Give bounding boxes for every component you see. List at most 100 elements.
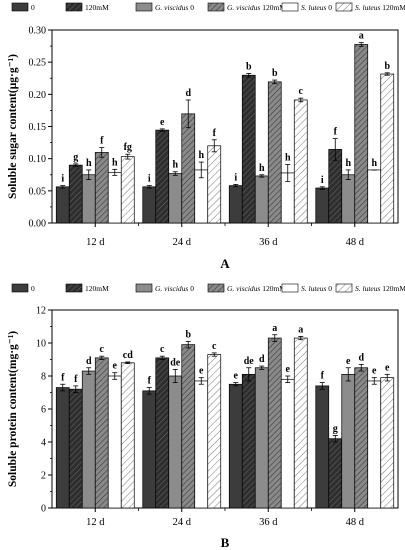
- legend-label-treatment: 120mM: [85, 284, 109, 293]
- significance-letter: c: [299, 86, 304, 97]
- significance-letter: c: [160, 344, 165, 355]
- legend-swatch-control: [11, 283, 29, 293]
- y-tick-label: 0.05: [29, 186, 47, 197]
- legend-label-treatment: 0: [326, 3, 332, 12]
- significance-letter: f: [321, 371, 325, 382]
- error-bar: [371, 377, 377, 385]
- x-tick-label: 48 d: [346, 237, 365, 248]
- legend-label-species: G. viscidus: [155, 3, 188, 12]
- bar-gv: [254, 175, 269, 224]
- significance-letter: i: [234, 172, 237, 183]
- panel-label: B: [221, 535, 230, 550]
- legend-label-control: 0: [31, 284, 35, 293]
- legend-label-species: S. luteus: [355, 284, 380, 293]
- error-bar: [332, 138, 338, 161]
- significance-letter: i: [148, 174, 151, 185]
- error-bar: [60, 383, 66, 392]
- legend-swatch-gv: [135, 283, 153, 293]
- legend-swatch-salt: [65, 283, 83, 293]
- legend-label-species: G. viscidus: [227, 284, 260, 293]
- bar-gv_salt: [354, 44, 369, 224]
- legend-swatch-sl_salt: [335, 283, 353, 293]
- bar-gv_salt: [181, 113, 196, 224]
- panel-b: 0 120mM G. viscidus 0 G. viscidus 120mM S. l…: [7, 283, 405, 550]
- error-bar: [259, 174, 265, 178]
- legend-label-species: S. luteus: [301, 284, 326, 293]
- significance-letter: a: [298, 324, 303, 335]
- bar-control: [228, 185, 243, 224]
- significance-letter: e: [372, 366, 377, 377]
- x-tick-label: 48 d: [346, 517, 365, 528]
- significance-letter: h: [285, 152, 291, 163]
- legend-swatch-sl_salt: [335, 2, 353, 12]
- legend-label-treatment: 0: [188, 3, 194, 12]
- bar-sl_salt: [207, 145, 222, 224]
- x-tick-label: 12 d: [86, 517, 105, 528]
- legend-swatch-control: [11, 2, 29, 12]
- error-bar: [259, 365, 265, 370]
- error-bar: [125, 361, 131, 365]
- legend-swatch-gv_salt: [207, 2, 225, 12]
- significance-letter: e: [286, 364, 291, 375]
- y-tick-label: 0.10: [29, 154, 47, 165]
- panel-a: 0 120mM G. viscidus 0 G. viscidus 120mM S. l…: [7, 2, 405, 271]
- significance-letter: h: [172, 160, 178, 171]
- bar-sl_salt: [293, 99, 308, 224]
- panel-label: A: [220, 256, 230, 271]
- y-tick-label: 0.25: [29, 58, 47, 69]
- bar-control: [142, 390, 157, 509]
- significance-letter: de: [244, 356, 255, 367]
- significance-letter: f: [334, 127, 338, 138]
- legend-label-gv: G. viscidus 0: [155, 284, 194, 293]
- significance-letter: f: [74, 374, 78, 385]
- y-tick-label: 0.20: [29, 90, 47, 101]
- significance-letter: f: [100, 136, 104, 147]
- legend-label-treatment: 120mM: [380, 284, 405, 293]
- error-bar: [112, 372, 118, 380]
- error-bar: [298, 335, 304, 341]
- significance-letter: h: [345, 158, 351, 169]
- error-bar: [211, 139, 217, 153]
- y-tick-label: 0.30: [29, 26, 47, 37]
- significance-letter: e: [234, 371, 239, 382]
- error-bar: [272, 334, 278, 342]
- bar-control: [315, 385, 330, 509]
- bar-control: [142, 186, 157, 224]
- legend-swatch-salt: [65, 2, 83, 12]
- legend-label-species: S. luteus: [301, 3, 326, 12]
- x-tick-label: 36 d: [259, 237, 278, 248]
- error-bar: [185, 340, 191, 349]
- significance-letter: cd: [123, 350, 133, 361]
- significance-letter: g: [73, 152, 78, 163]
- error-bar: [159, 128, 165, 132]
- y-tick-label: 4: [41, 438, 46, 449]
- error-bar: [332, 434, 338, 443]
- bar-sl: [367, 169, 382, 224]
- significance-letter: h: [198, 150, 204, 161]
- significance-letter: d: [86, 356, 92, 367]
- error-bar: [246, 367, 252, 382]
- bar-salt: [155, 357, 170, 509]
- error-bar: [285, 164, 291, 182]
- error-bar: [146, 185, 152, 189]
- error-bar: [159, 355, 165, 360]
- error-bar: [345, 367, 351, 382]
- y-tick-label: 0.00: [29, 219, 47, 230]
- significance-letter: de: [170, 357, 181, 368]
- significance-letter: f: [213, 128, 217, 139]
- significance-letter: d: [358, 352, 364, 363]
- significance-letter: h: [259, 163, 265, 174]
- legend-swatch-sl: [281, 2, 299, 12]
- significance-letter: b: [272, 68, 278, 79]
- error-bar: [112, 168, 118, 176]
- legend-swatch-gv: [135, 2, 153, 12]
- bar-gv_salt: [94, 357, 109, 509]
- y-tick-label: 12: [36, 306, 46, 317]
- legend-label-treatment: 0: [31, 3, 35, 12]
- x-tick-label: 24 d: [173, 237, 192, 248]
- legend-label-species: S. luteus: [355, 3, 380, 12]
- bar-gv: [168, 173, 183, 224]
- legend-swatch-gv_salt: [207, 283, 225, 293]
- bar-sl: [280, 378, 295, 509]
- error-bar: [211, 352, 217, 357]
